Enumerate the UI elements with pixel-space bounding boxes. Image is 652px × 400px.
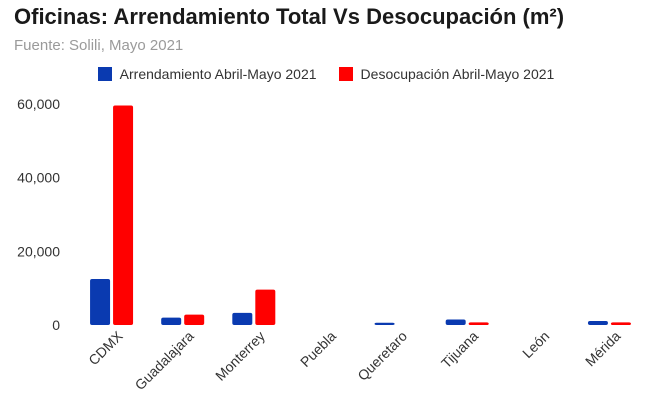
y-tick-label: 20,000 xyxy=(17,243,60,259)
x-tick-label: Mérida xyxy=(582,328,624,370)
bar-arrendamiento xyxy=(232,312,253,325)
chart-title: Oficinas: Arrendamiento Total Vs Desocup… xyxy=(14,4,565,29)
legend-swatch-arrendamiento xyxy=(97,67,112,81)
y-tick-label: 60,000 xyxy=(17,96,60,112)
bar-desocupacion xyxy=(255,289,276,325)
legend-label-desocupacion: Desocupación Abril-Mayo 2021 xyxy=(360,66,555,82)
bar-arrendamiento xyxy=(90,278,111,325)
y-tick-label: 0 xyxy=(52,317,60,333)
x-tick-label: Monterrey xyxy=(212,328,268,384)
x-tick-label: Puebla xyxy=(297,328,339,370)
bar-desocupacion xyxy=(113,105,134,326)
y-tick-label: 40,000 xyxy=(17,170,60,186)
bar-desocupacion xyxy=(610,322,631,325)
x-tick-label: León xyxy=(519,328,552,361)
legend: Arrendamiento Abril-Mayo 2021 Desocupaci… xyxy=(0,66,652,82)
legend-swatch-desocupacion xyxy=(338,67,353,81)
bar-desocupacion xyxy=(468,322,489,325)
bar-arrendamiento xyxy=(161,317,182,325)
legend-item-desocupacion[interactable]: Desocupación Abril-Mayo 2021 xyxy=(338,66,555,82)
bar-desocupacion xyxy=(184,314,205,325)
x-tick-label: Guadalajara xyxy=(132,328,197,393)
x-tick-label: CDMX xyxy=(85,327,126,368)
chart-subtitle: Fuente: Solili, Mayo 2021 xyxy=(14,37,184,54)
legend-label-arrendamiento: Arrendamiento Abril-Mayo 2021 xyxy=(119,66,317,82)
bar-arrendamiento xyxy=(445,319,466,325)
x-tick-label: Tijuana xyxy=(438,328,482,372)
x-tick-label: Queretaro xyxy=(354,328,410,384)
legend-item-arrendamiento[interactable]: Arrendamiento Abril-Mayo 2021 xyxy=(97,66,317,82)
bar-arrendamiento xyxy=(374,322,395,325)
bar-arrendamiento xyxy=(587,320,608,325)
